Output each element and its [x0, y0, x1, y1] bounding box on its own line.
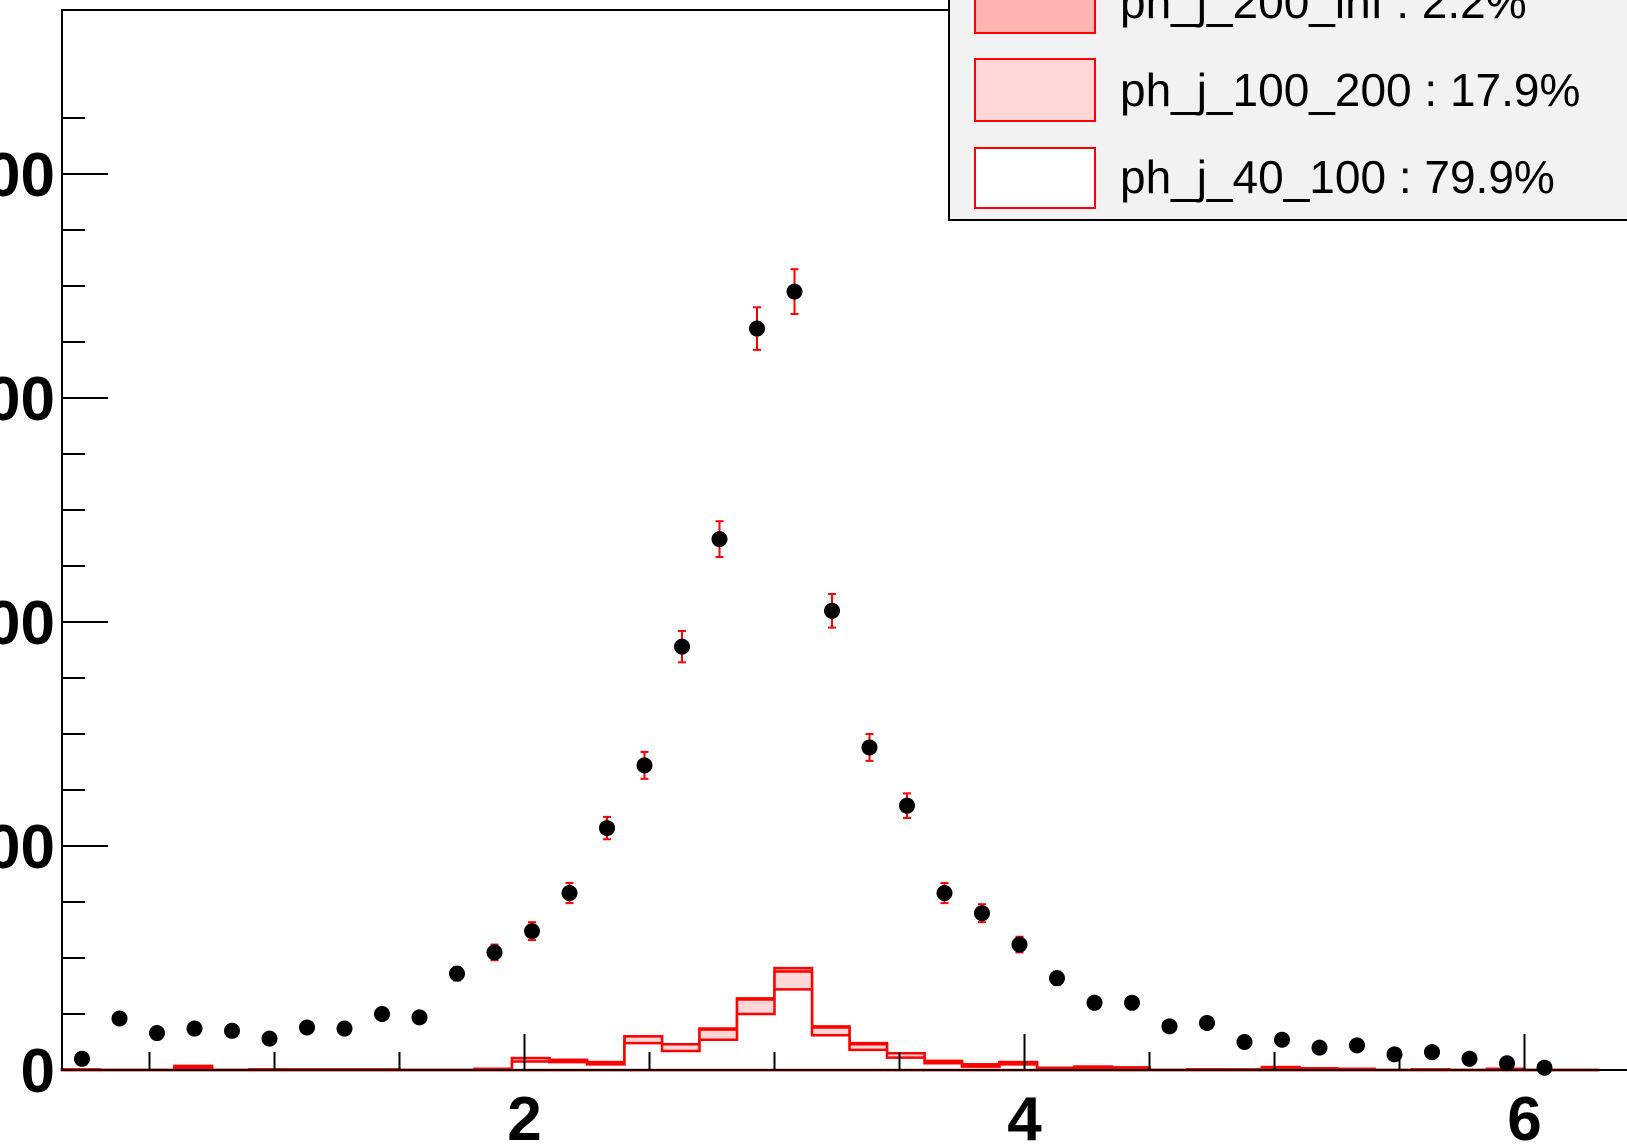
y-tick-label-1000: 00	[0, 813, 55, 882]
y-tick-label-2000: 00	[0, 589, 55, 658]
data-points	[74, 268, 1553, 1076]
stacked-histograms	[60, 966, 1600, 1072]
plot-frame	[61, 9, 1627, 1071]
data-point-32	[1274, 1031, 1290, 1048]
legend-label-100-200: ph_j_100_200 : 17.9%	[1120, 64, 1580, 116]
data-point-36	[1424, 1044, 1440, 1061]
data-point-8	[374, 1006, 390, 1022]
data-point-29	[1161, 1018, 1178, 1035]
data-point-13	[561, 885, 578, 902]
data-point-37	[1461, 1050, 1478, 1067]
data-point-9	[411, 1009, 428, 1026]
data-point-10	[449, 965, 465, 982]
data-point-17	[711, 531, 728, 548]
legend-swatch-200-inf	[974, 0, 1096, 34]
data-point-1	[111, 1010, 128, 1027]
data-point-6	[299, 1019, 315, 1036]
legend-swatch-40-100	[974, 147, 1096, 209]
data-point-30	[1199, 1014, 1215, 1031]
legend-swatch-100-200	[974, 58, 1096, 122]
data-point-24	[974, 905, 990, 922]
legend-label-40-100: ph_j_40_100 : 79.9%	[1120, 151, 1555, 203]
data-point-19	[786, 283, 803, 300]
data-point-7	[336, 1020, 353, 1037]
y-tick-label-3000: 00	[0, 365, 55, 434]
x-tick-label-4: 4	[1007, 1085, 1042, 1144]
x-tick-label-2: 2	[507, 1085, 541, 1144]
data-point-34	[1349, 1037, 1365, 1054]
data-point-23	[936, 885, 953, 902]
data-point-11	[486, 944, 503, 961]
data-point-20	[824, 602, 840, 619]
data-point-28	[1124, 994, 1140, 1011]
data-point-38	[1499, 1055, 1515, 1072]
data-point-39	[1536, 1059, 1553, 1076]
data-point-22	[899, 797, 915, 814]
data-point-15	[636, 757, 653, 774]
data-point-26	[1049, 970, 1065, 987]
data-point-31	[1236, 1034, 1253, 1050]
data-point-27	[1086, 994, 1103, 1011]
data-point-3	[186, 1020, 203, 1037]
data-point-33	[1311, 1039, 1328, 1056]
y-tick-label-0: 0	[21, 1037, 55, 1106]
y-tick-label-4000: 00	[0, 141, 55, 210]
data-point-16	[674, 638, 690, 655]
data-point-18	[749, 320, 765, 337]
data-point-5	[261, 1030, 278, 1047]
data-point-4	[224, 1022, 240, 1039]
data-point-14	[599, 820, 615, 837]
data-point-21	[861, 739, 878, 756]
data-point-25	[1011, 936, 1028, 953]
legend-label-200-inf: ph_j_200_inf : 2.2%	[1120, 0, 1527, 28]
data-point-12	[524, 923, 540, 940]
x-tick-label-6: 6	[1507, 1085, 1541, 1144]
data-point-0	[74, 1050, 90, 1067]
data-point-2	[149, 1025, 165, 1042]
legend: ph_j_200_inf : 2.2% ph_j_100_200 : 17.9%…	[948, 0, 1627, 221]
